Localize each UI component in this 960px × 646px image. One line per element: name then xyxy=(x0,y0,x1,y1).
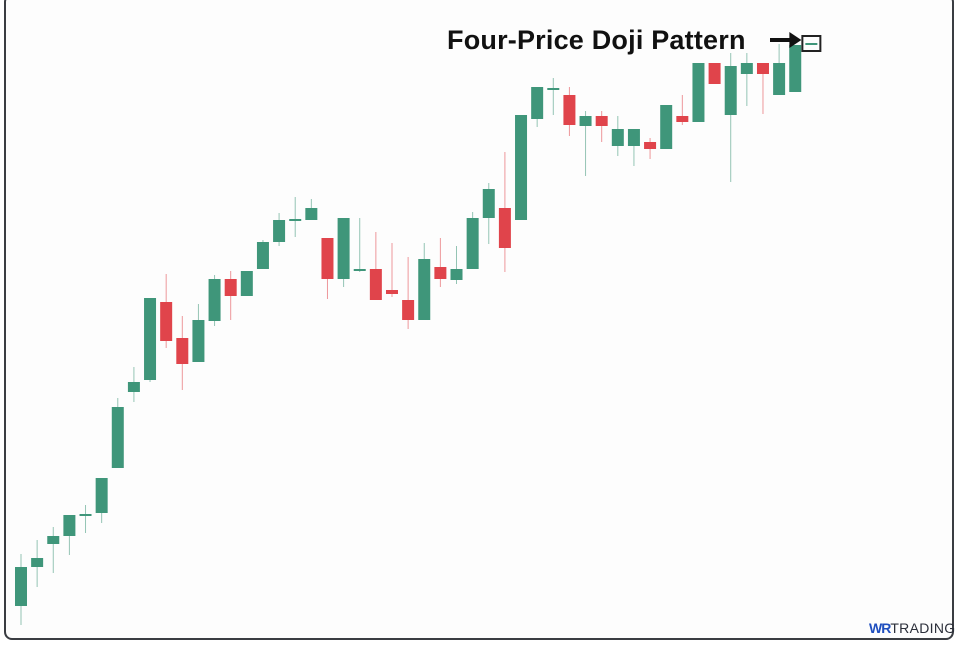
candle-18 xyxy=(289,219,302,221)
candle-1 xyxy=(15,567,27,606)
candle-3 xyxy=(47,536,60,544)
candle-43 xyxy=(692,63,705,122)
candle-11 xyxy=(176,338,189,364)
candle-7 xyxy=(111,407,124,468)
candle-10 xyxy=(160,302,173,341)
candle-20 xyxy=(321,238,334,279)
candle-42 xyxy=(676,116,689,122)
logo-text: TRADING xyxy=(890,620,956,636)
candle-16 xyxy=(256,242,269,269)
candle-46 xyxy=(740,63,753,74)
candle-28 xyxy=(450,269,463,280)
candle-21 xyxy=(337,218,350,279)
candle-8 xyxy=(127,382,140,392)
candle-6 xyxy=(95,478,108,513)
candle-17 xyxy=(273,220,286,242)
candle-30 xyxy=(482,189,495,218)
candle-19 xyxy=(305,208,318,220)
candle-33 xyxy=(531,87,544,119)
candle-25 xyxy=(402,300,415,320)
candle-41 xyxy=(660,105,673,149)
candle-29 xyxy=(466,218,479,269)
candle-32 xyxy=(515,115,528,220)
wr-trading-logo: WRTRADING xyxy=(869,620,955,636)
annotation-arrow-icon xyxy=(789,32,802,48)
candle-2 xyxy=(31,558,44,567)
candle-23 xyxy=(369,269,382,300)
candle-44 xyxy=(708,63,721,84)
candle-34 xyxy=(547,88,560,90)
candle-47 xyxy=(756,63,769,74)
candle-39 xyxy=(627,129,640,146)
candle-13 xyxy=(208,279,221,321)
candle-36 xyxy=(579,116,592,126)
candle-14 xyxy=(224,279,237,296)
candle-24 xyxy=(385,290,398,294)
candle-38 xyxy=(611,129,624,146)
four-price-doji-highlight-box xyxy=(801,35,822,52)
candle-9 xyxy=(144,298,157,380)
candle-31 xyxy=(498,208,511,248)
candle-48 xyxy=(773,63,786,95)
candle-12 xyxy=(192,320,205,362)
candle-45 xyxy=(724,66,737,115)
candle-27 xyxy=(434,267,447,279)
candle-5 xyxy=(79,514,92,516)
candle-26 xyxy=(418,259,431,320)
candle-40 xyxy=(644,142,657,149)
candle-15 xyxy=(240,271,253,296)
annotation-label: Four-Price Doji Pattern xyxy=(447,25,746,55)
logo-mark: WR xyxy=(869,620,891,636)
candle-35 xyxy=(563,95,576,125)
candle-22 xyxy=(353,269,366,271)
candle-4 xyxy=(63,515,76,536)
candle-37 xyxy=(595,116,608,126)
candle-49 xyxy=(789,45,802,92)
